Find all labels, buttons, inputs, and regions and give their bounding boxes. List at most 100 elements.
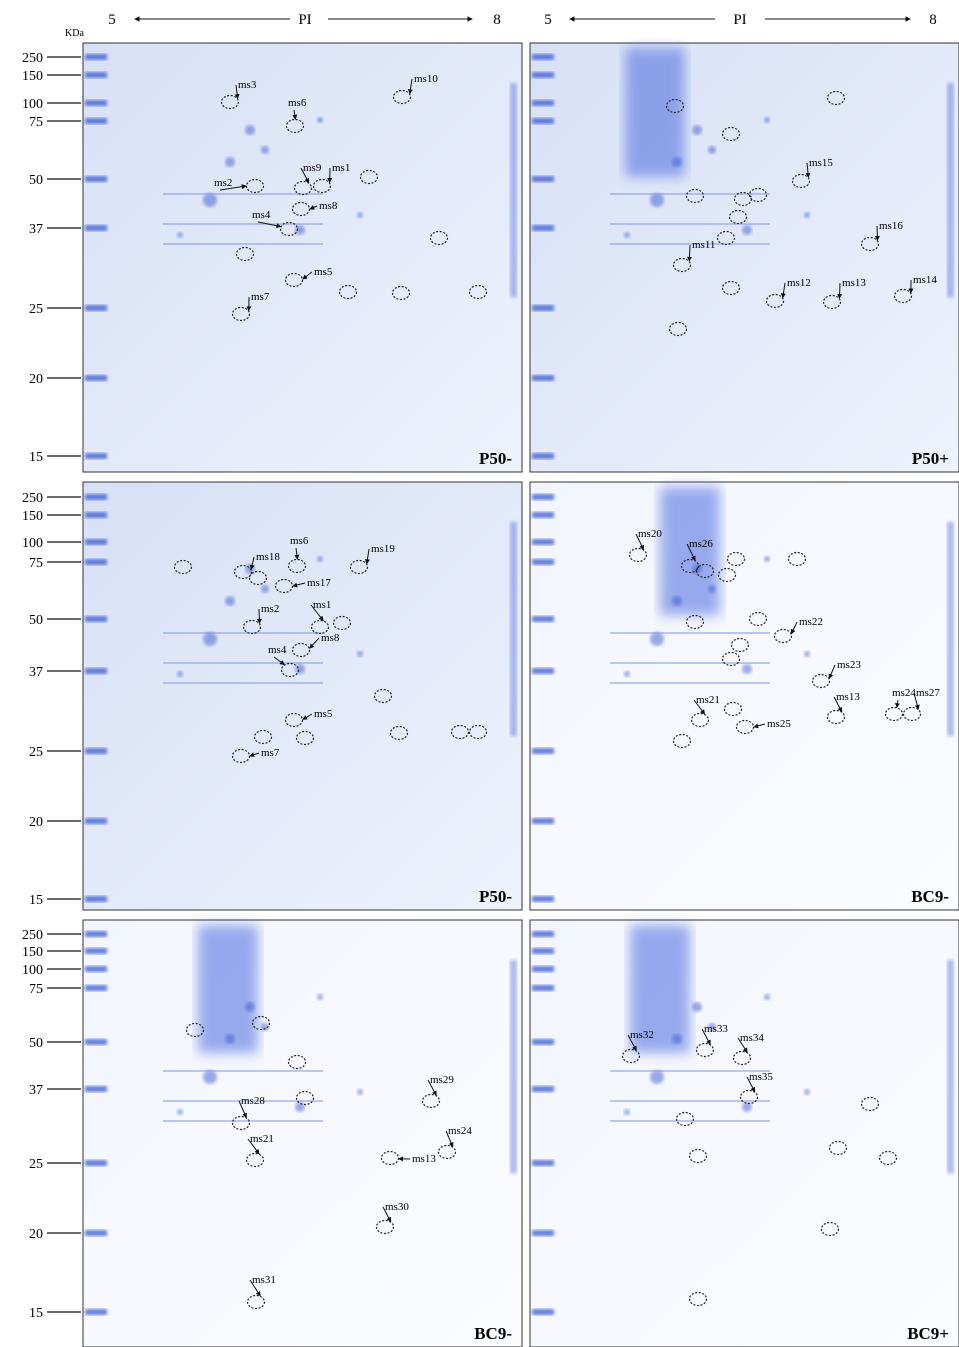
ladder-band: [532, 72, 554, 78]
spot-circle: [389, 725, 409, 741]
spot-label: ms8: [321, 632, 340, 644]
edge-smear: [510, 83, 517, 298]
edge-smear: [947, 83, 954, 298]
ladder-band: [532, 1086, 554, 1092]
ladder-band: [85, 616, 107, 622]
ladder-band: [85, 118, 107, 124]
spot-label: ms4: [268, 644, 287, 656]
mw-label: 150: [22, 69, 43, 84]
mw-label: 50: [29, 173, 43, 188]
band-streak: [163, 1120, 323, 1122]
spot-label: ms12: [787, 277, 811, 289]
ladder-band: [532, 225, 554, 231]
mw-label: 20: [29, 372, 43, 387]
spot-circle: [468, 724, 488, 740]
spot-circle: [685, 188, 705, 204]
spot-label: ms19: [371, 543, 395, 555]
ladder-band: [85, 225, 107, 231]
spot-circle: [621, 1048, 641, 1064]
spot-circle: [860, 1096, 880, 1112]
gel-panel: [82, 919, 523, 1347]
spot-circle: [359, 169, 379, 185]
band-streak: [610, 193, 770, 195]
spot-arrow: [687, 244, 693, 262]
gel-spot: [742, 225, 752, 235]
band-streak: [610, 632, 770, 634]
spot-arrow: [805, 162, 811, 178]
spot-circle: [716, 230, 736, 246]
gel-spot: [624, 232, 630, 238]
spot-arrow: [309, 205, 318, 210]
gel-spot: [650, 193, 664, 207]
spot-circle: [826, 709, 846, 725]
ladder-band: [85, 896, 107, 902]
pi-high: 8: [929, 12, 937, 28]
gel-spot: [650, 632, 664, 646]
mw-label: 75: [29, 115, 43, 130]
ladder-band: [85, 559, 107, 565]
spot-circle: [688, 1291, 708, 1307]
band-streak: [163, 662, 323, 664]
spot-label: ms5: [314, 266, 333, 278]
spot-label: ms28: [241, 1095, 265, 1107]
spot-circle: [235, 246, 255, 262]
spot-label: ms5: [314, 708, 333, 720]
spot-label: ms4: [252, 209, 271, 221]
spot-label: ms35: [749, 1071, 773, 1083]
ladder-band: [532, 100, 554, 106]
ladder-band: [532, 118, 554, 124]
spot-arrow: [292, 582, 306, 588]
band-streak: [610, 243, 770, 245]
gel-panel: [82, 481, 523, 911]
band-streak: [610, 682, 770, 684]
spot-circle: [293, 180, 313, 196]
ladder-band: [85, 966, 107, 972]
gel-spot: [624, 671, 630, 677]
spot-circle: [349, 559, 369, 575]
spot-circle: [695, 563, 715, 579]
gel-spot: [317, 994, 323, 1000]
spot-label: ms20: [638, 528, 662, 540]
gel-spot: [804, 212, 810, 218]
pi-low: 5: [108, 12, 116, 28]
spot-label: ms24: [892, 687, 916, 699]
spot-label: ms15: [809, 157, 833, 169]
spot-label: ms14: [913, 274, 937, 286]
gel-spot: [708, 1023, 716, 1031]
gel-spot: [295, 664, 305, 674]
spot-circle: [391, 285, 411, 301]
spot-circle: [392, 89, 412, 105]
spot-circle: [173, 559, 193, 575]
spot-arrow: [746, 1076, 756, 1093]
mw-label: 50: [29, 1036, 43, 1051]
mw-label: 25: [29, 302, 43, 317]
ladder-band: [85, 375, 107, 381]
gel-spot: [650, 1070, 664, 1084]
gel-spot: [177, 232, 183, 238]
spot-label: ms10: [414, 73, 438, 85]
mw-label: 50: [29, 613, 43, 628]
gel-spot: [804, 1089, 810, 1095]
spot-arrow: [364, 548, 370, 565]
spot-arrow: [837, 282, 843, 299]
spot-arrow: [833, 696, 843, 713]
spot-circle: [375, 1219, 395, 1235]
ladder-band: [85, 985, 107, 991]
mw-label: 37: [29, 222, 43, 237]
spot-arrow: [219, 184, 247, 191]
spot-label: ms33: [704, 1023, 728, 1035]
spot-arrow: [249, 1279, 261, 1297]
gel-spot: [261, 146, 269, 154]
band-streak: [163, 1070, 323, 1072]
gel-spot: [225, 596, 235, 606]
ladder-band: [85, 72, 107, 78]
spot-arrow: [302, 713, 313, 720]
ladder-band: [85, 100, 107, 106]
spot-circle: [680, 558, 700, 574]
protein-smear: [198, 925, 258, 1054]
spot-arrow: [686, 543, 696, 561]
spot-label: ms2: [261, 603, 279, 615]
panel-label: P50-: [479, 887, 512, 906]
ladder-band: [532, 1230, 554, 1236]
spot-circle: [721, 126, 741, 142]
